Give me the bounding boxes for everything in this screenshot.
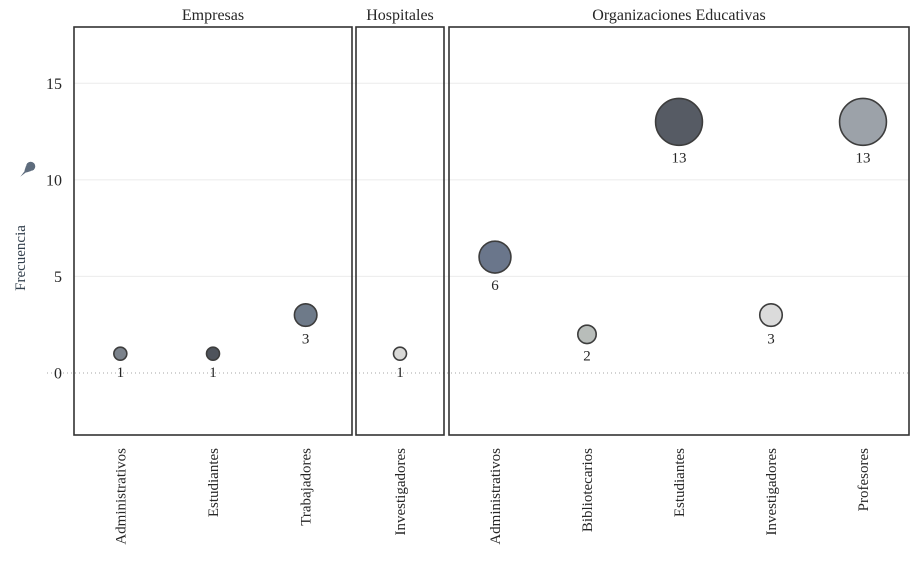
y-axis-title: Frecuencia [13, 225, 29, 291]
gridlines [47, 82, 909, 374]
y-tick-labels: 0 5 10 15 [46, 76, 62, 383]
y-tick-label: 0 [54, 366, 62, 383]
bubble-estudiantes[interactable] [205, 346, 221, 361]
bubble-value-label: 1 [117, 365, 125, 381]
bubble-investigadores[interactable] [758, 302, 784, 328]
panel-title: Organizaciones Educativas [592, 7, 765, 24]
panel-title: Hospitales [366, 7, 434, 24]
bubble-value-label: 13 [672, 150, 687, 166]
x-category-label: Trabajadores [299, 448, 315, 526]
bubbles [113, 97, 888, 361]
x-category-label: Profesores [856, 448, 872, 511]
bubble-value-label: 13 [856, 150, 871, 166]
bubble-bibliotecarios[interactable] [577, 324, 597, 345]
pushpin-icon [20, 161, 36, 177]
bubble-value-label: 3 [302, 331, 310, 347]
x-category-label: Bibliotecarios [580, 448, 596, 532]
bubble-value-label: 3 [767, 331, 775, 347]
bubble-value-label: 1 [209, 365, 217, 381]
x-category-label: Investigadores [393, 448, 409, 536]
y-tick-label: 5 [54, 269, 62, 286]
panel-border-2 [448, 26, 910, 436]
panel-title: Empresas [182, 7, 244, 24]
y-axis: 0 5 10 15 Frecuencia [13, 76, 62, 383]
panel-border-0 [73, 26, 353, 436]
bubble-value-label: 2 [583, 349, 591, 365]
x-category-label: Estudiantes [206, 448, 222, 517]
x-category-label: Estudiantes [672, 448, 688, 517]
bubble-value-label: 6 [491, 278, 499, 294]
bubble-value-label: 1 [396, 365, 404, 381]
bubble-estudiantes[interactable] [654, 97, 704, 147]
bubble-trabajadores[interactable] [293, 302, 318, 328]
x-category-label: Administrativos [113, 448, 129, 545]
labels: Empresas 1 Administrativos 1 Estudiantes 3 Tra… [113, 7, 872, 545]
bubble-administrativos[interactable] [113, 346, 128, 361]
bubble-investigadores[interactable] [392, 346, 408, 361]
panel-border-1 [355, 26, 445, 436]
y-tick-label: 15 [46, 76, 62, 93]
panels [73, 26, 910, 436]
x-category-label: Investigadores [764, 448, 780, 536]
y-tick-label: 10 [46, 172, 62, 189]
bubble-profesores[interactable] [838, 97, 888, 147]
bubble-administrativos[interactable] [478, 240, 512, 274]
x-category-label: Administrativos [488, 448, 504, 545]
